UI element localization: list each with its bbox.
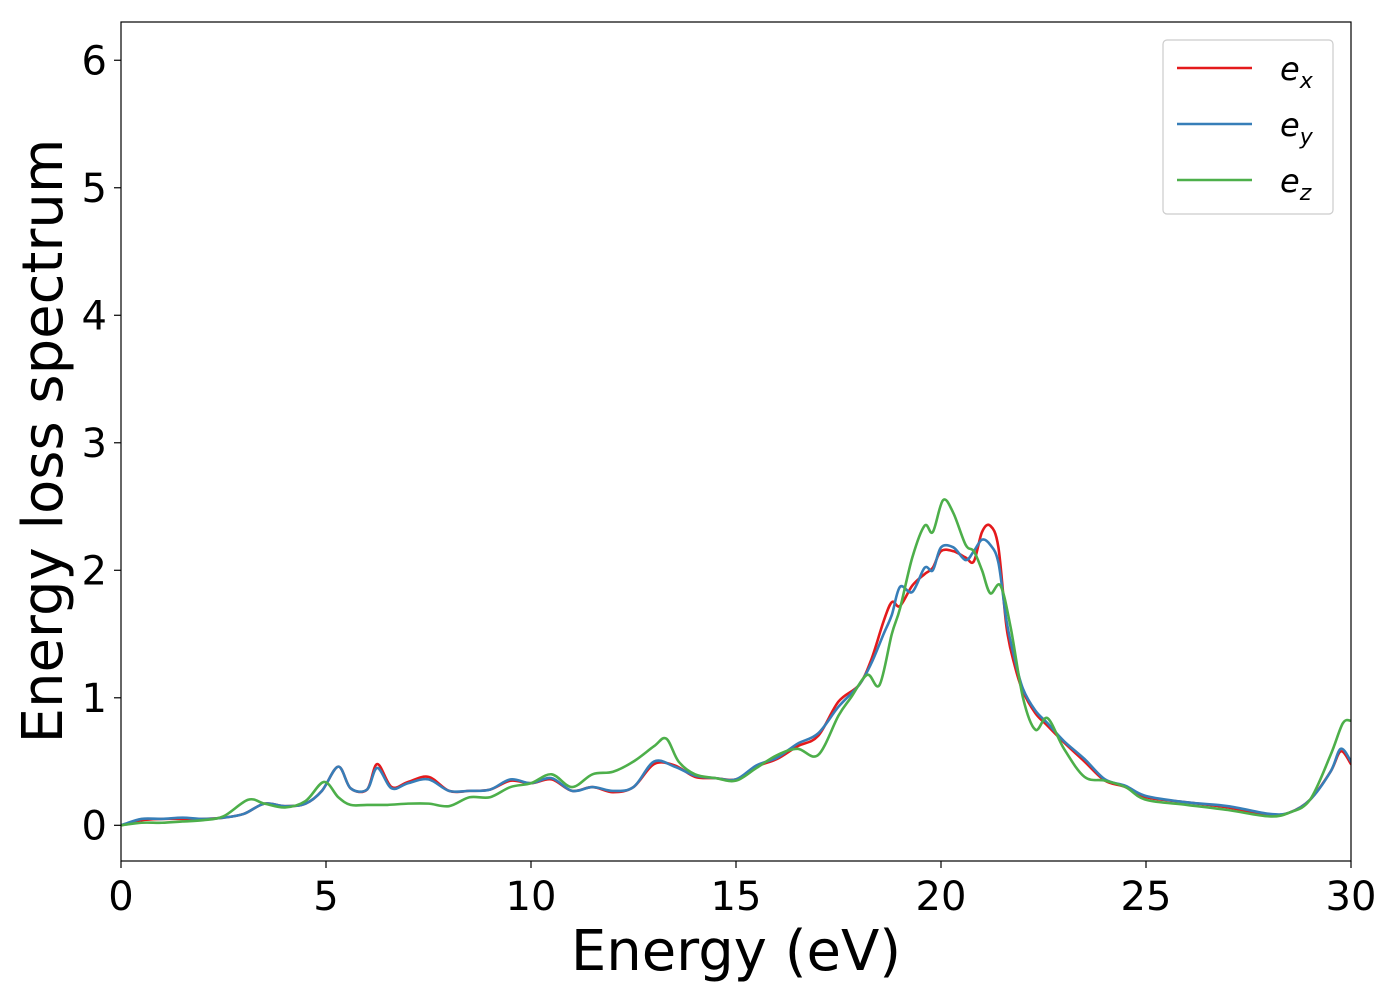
legend-label-z: ez: [1280, 162, 1312, 206]
y-axis-label: Energy loss spectrum: [11, 139, 76, 744]
y-tick-label: 1: [82, 676, 107, 722]
y-axis: 0 1 2 3 4 5 6: [82, 38, 121, 849]
x-tick-label: 0: [108, 874, 133, 920]
legend-label-y: ey: [1280, 106, 1314, 150]
series-line-y: [121, 538, 1351, 827]
legend-label-x: ex: [1280, 50, 1314, 94]
x-tick-label: 15: [711, 874, 762, 920]
x-tick-label: 30: [1326, 874, 1377, 920]
y-tick-label: 6: [82, 38, 107, 84]
y-tick-label: 4: [82, 293, 107, 339]
y-tick-label: 5: [82, 166, 107, 212]
y-tick-label: 0: [82, 803, 107, 849]
y-tick-label: 3: [82, 421, 107, 467]
legend-box: [1162, 39, 1334, 215]
x-axis: 0 5 10 15 20 25 30: [108, 861, 1376, 920]
x-tick-label: 10: [506, 874, 557, 920]
x-tick-label: 20: [916, 874, 967, 920]
x-axis-label: Energy (eV): [571, 919, 901, 984]
x-tick-label: 25: [1121, 874, 1172, 920]
series-line-z: [121, 498, 1351, 827]
legend: ex ey ez: [1162, 39, 1334, 215]
series-layer: [121, 498, 1351, 827]
x-tick-label: 5: [313, 874, 338, 920]
y-tick-label: 2: [82, 548, 107, 594]
